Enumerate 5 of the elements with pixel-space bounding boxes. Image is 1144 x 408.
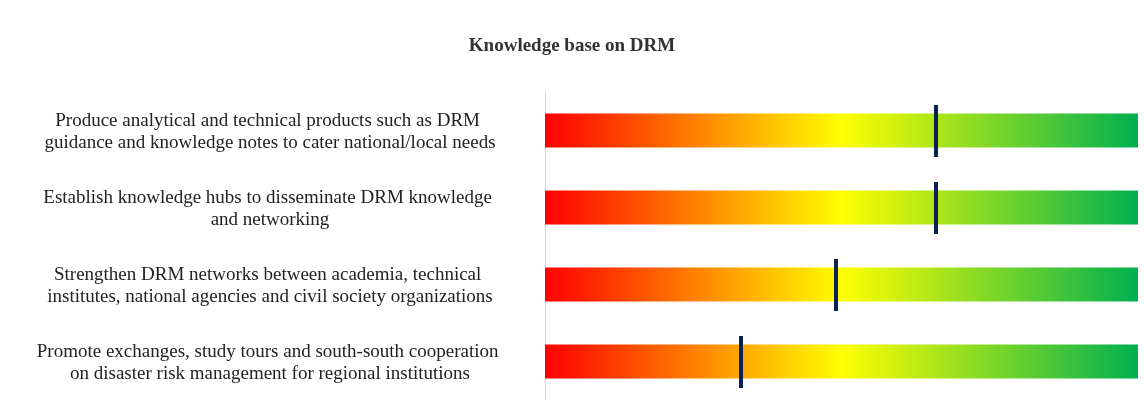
y-tick-label: Promote exchanges, study tours and south-south cooperation on disaster risk management for regional institutions bbox=[36, 340, 504, 383]
chart-title: Knowledge base on DRM bbox=[468, 34, 676, 55]
y-tick-label: Produce analytical and technical products such as DRM guidance and knowledge notes to cater national/local needs bbox=[44, 109, 496, 152]
y-tick-label: Establish knowledge hubs to disseminate DRM knowledge and networking bbox=[43, 186, 497, 229]
y-tick-label: Strengthen DRM networks between academia, technical institutes, national agencies and civil society organizations bbox=[47, 263, 493, 306]
